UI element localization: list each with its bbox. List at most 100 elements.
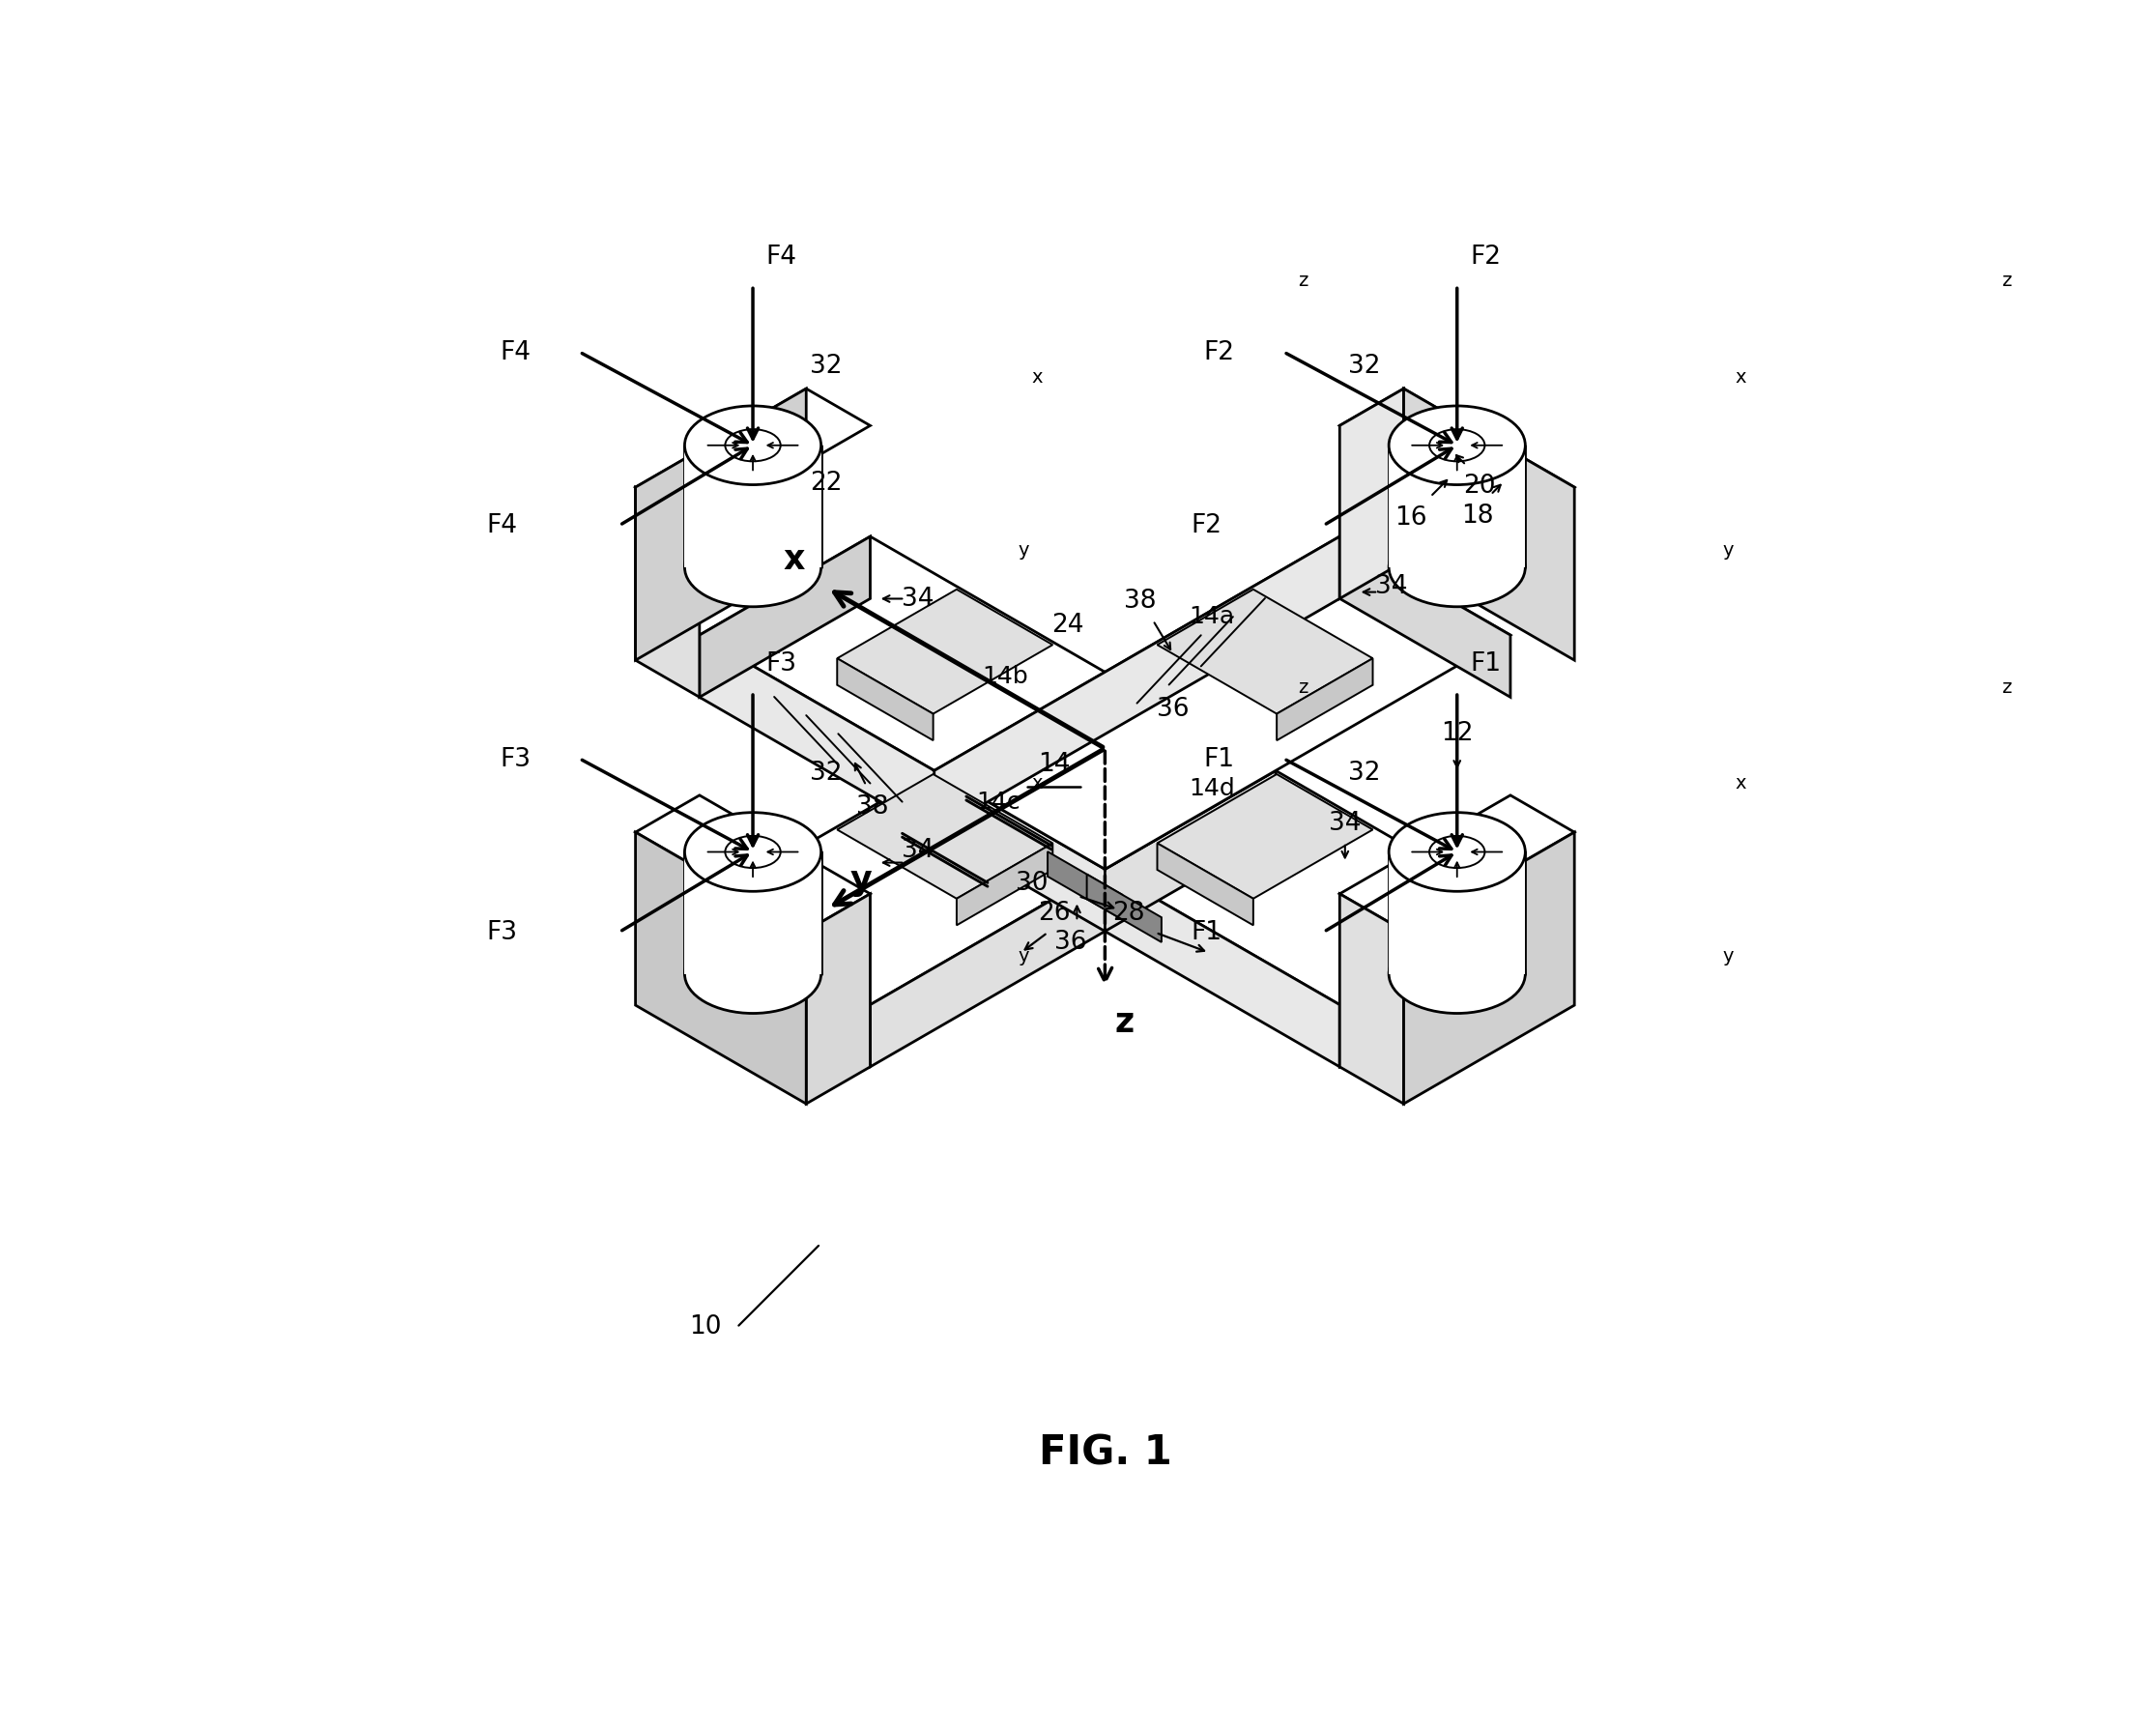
Text: x: x [1031, 368, 1041, 386]
Text: 14a: 14a [1188, 605, 1235, 628]
Text: 18: 18 [1462, 503, 1494, 527]
Polygon shape [699, 538, 1276, 870]
Polygon shape [1388, 852, 1524, 975]
Ellipse shape [724, 837, 780, 868]
Text: F1: F1 [1470, 650, 1501, 676]
Polygon shape [699, 636, 1106, 932]
Polygon shape [1087, 875, 1162, 942]
Text: 14: 14 [1037, 750, 1069, 776]
Polygon shape [1158, 590, 1373, 714]
Text: F1: F1 [1190, 920, 1222, 944]
Ellipse shape [1429, 837, 1485, 868]
Text: F2: F2 [1470, 244, 1501, 270]
Text: 28: 28 [1112, 901, 1145, 925]
Text: 34: 34 [901, 586, 934, 612]
Ellipse shape [1388, 813, 1524, 892]
Text: 38: 38 [856, 794, 888, 818]
Text: x: x [783, 543, 804, 576]
Text: F3: F3 [765, 650, 798, 676]
Text: 32: 32 [1348, 354, 1380, 379]
Text: x: x [1031, 775, 1041, 792]
Text: 36: 36 [1054, 928, 1087, 954]
Ellipse shape [1388, 935, 1524, 1013]
Text: 34: 34 [1328, 811, 1360, 835]
Ellipse shape [686, 406, 821, 486]
Text: z: z [1298, 271, 1309, 290]
Polygon shape [636, 795, 871, 932]
Polygon shape [837, 659, 934, 742]
Text: z: z [2001, 271, 2012, 290]
Polygon shape [636, 389, 806, 660]
Polygon shape [1339, 795, 1574, 932]
Text: z: z [1115, 1006, 1134, 1039]
Polygon shape [934, 538, 1339, 833]
Polygon shape [1339, 894, 1404, 1105]
Polygon shape [1158, 775, 1373, 899]
Polygon shape [934, 673, 1511, 1005]
Text: 14d: 14d [1188, 776, 1235, 801]
Polygon shape [1404, 833, 1574, 1105]
Polygon shape [957, 844, 1052, 925]
Text: 32: 32 [1348, 761, 1380, 785]
Text: 12: 12 [1440, 719, 1473, 745]
Polygon shape [871, 771, 1276, 1067]
Text: 22: 22 [811, 470, 843, 496]
Polygon shape [806, 894, 871, 1105]
Polygon shape [1048, 852, 1123, 920]
Text: x: x [1736, 368, 1746, 386]
Ellipse shape [1388, 529, 1524, 607]
Ellipse shape [686, 935, 821, 1013]
Polygon shape [636, 488, 699, 699]
Text: 34: 34 [901, 837, 934, 863]
Polygon shape [636, 833, 806, 1105]
Text: x: x [1736, 775, 1746, 792]
Ellipse shape [1388, 406, 1524, 486]
Polygon shape [934, 771, 1339, 1067]
Polygon shape [934, 538, 1511, 870]
Text: F2: F2 [1203, 341, 1235, 365]
Polygon shape [1339, 389, 1574, 526]
Text: 32: 32 [811, 761, 843, 785]
Polygon shape [1388, 446, 1524, 567]
Text: y: y [1723, 541, 1733, 558]
Text: F4: F4 [487, 514, 517, 538]
Text: F2: F2 [1190, 514, 1222, 538]
Text: 30: 30 [1015, 871, 1048, 896]
Text: 16: 16 [1395, 505, 1427, 529]
Polygon shape [1339, 906, 1511, 1067]
Polygon shape [636, 389, 871, 526]
Text: 36: 36 [1158, 697, 1190, 723]
Text: F4: F4 [500, 341, 530, 365]
Text: z: z [2001, 678, 2012, 697]
Text: F1: F1 [1203, 747, 1235, 771]
Text: 14c: 14c [977, 790, 1020, 813]
Polygon shape [1404, 389, 1574, 660]
Text: y: y [1723, 947, 1733, 965]
Polygon shape [837, 775, 1052, 899]
Text: 32: 32 [811, 354, 843, 379]
Polygon shape [699, 538, 871, 699]
Polygon shape [686, 852, 821, 975]
Text: 34: 34 [1376, 574, 1408, 598]
Ellipse shape [724, 431, 780, 462]
Polygon shape [1276, 659, 1373, 742]
Text: 24: 24 [1052, 612, 1084, 638]
Text: z: z [1298, 678, 1309, 697]
Text: 20: 20 [1464, 474, 1496, 498]
Ellipse shape [686, 529, 821, 607]
Polygon shape [1339, 389, 1404, 600]
Text: 14b: 14b [981, 666, 1028, 688]
Text: y: y [849, 863, 871, 896]
Text: F3: F3 [487, 920, 517, 944]
Text: 38: 38 [1123, 588, 1156, 614]
Text: F3: F3 [500, 747, 530, 771]
Text: y: y [1018, 947, 1028, 965]
Text: FIG. 1: FIG. 1 [1039, 1432, 1171, 1473]
Text: F4: F4 [765, 244, 798, 270]
Polygon shape [1158, 844, 1253, 925]
Polygon shape [1339, 538, 1511, 699]
Polygon shape [699, 673, 1276, 1005]
Polygon shape [837, 590, 1052, 714]
Polygon shape [686, 446, 821, 567]
Text: 26: 26 [1037, 901, 1069, 925]
